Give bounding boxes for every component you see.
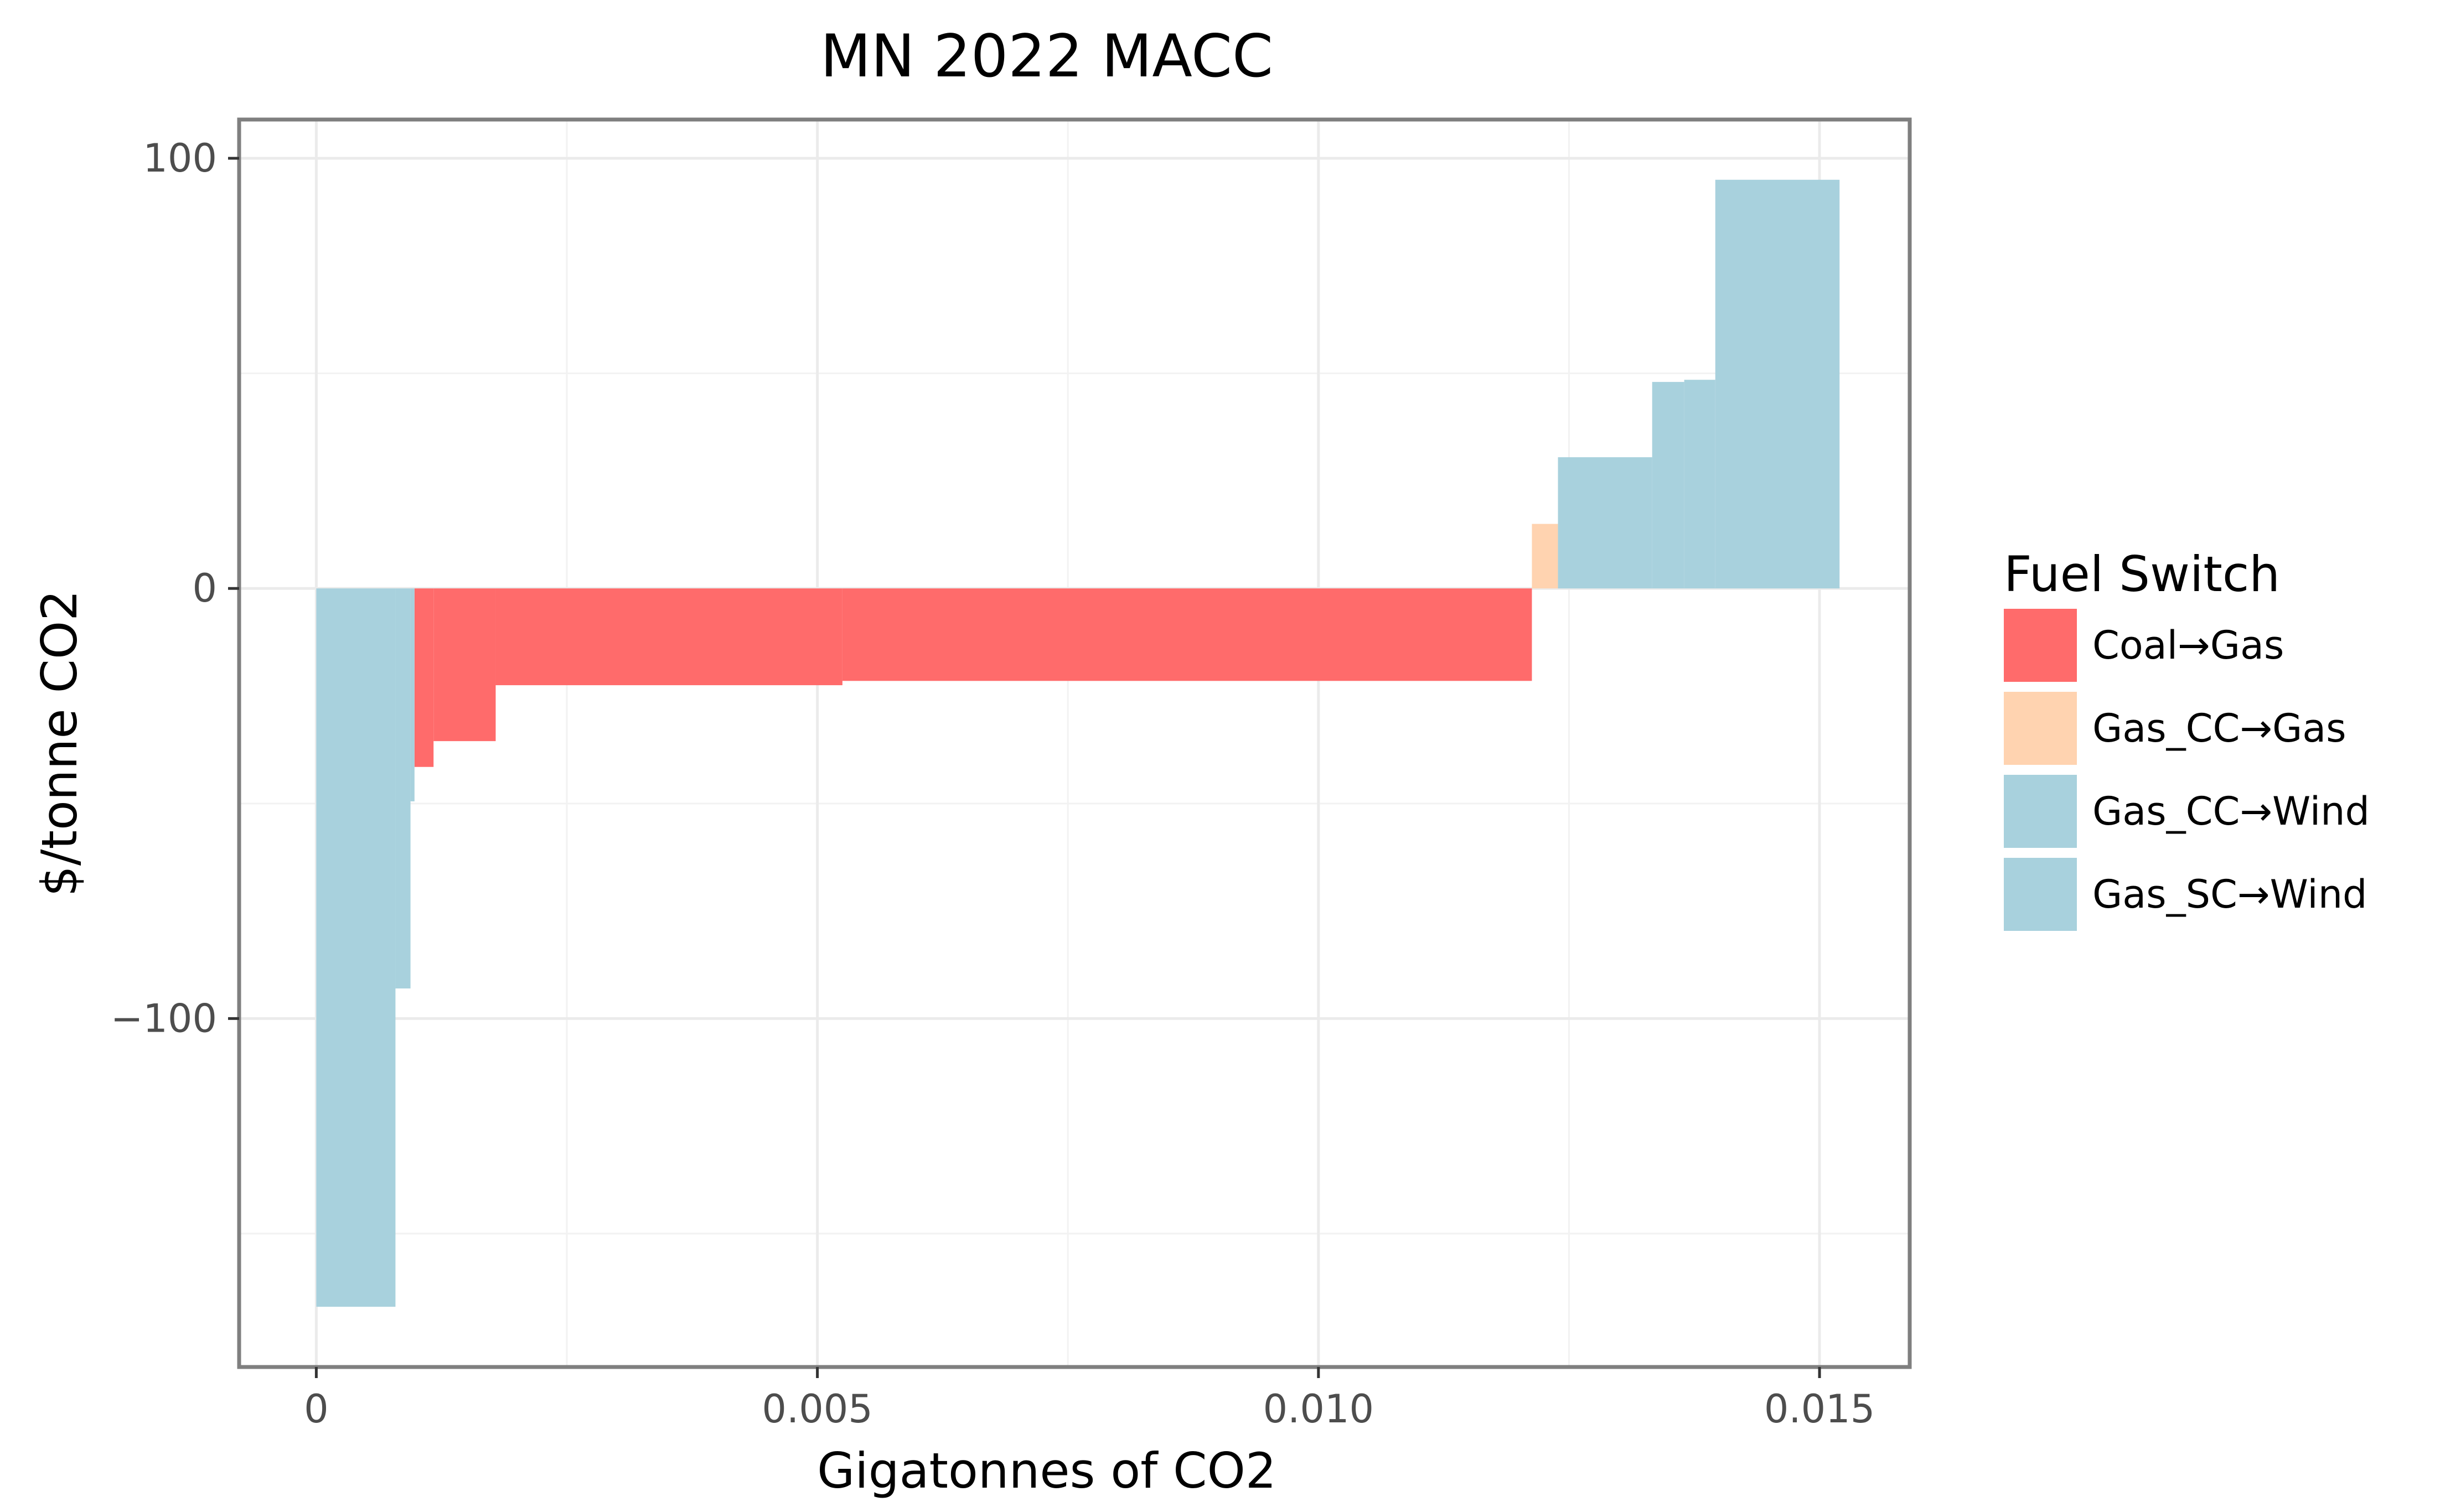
legend-title: Fuel Switch: [2004, 546, 2280, 603]
y-axis: −100 0 100: [111, 136, 239, 1041]
x-tick-label: 0.010: [1263, 1386, 1374, 1432]
panel-border: [237, 117, 1912, 1369]
x-axis: 0 0.005 0.010 0.015: [304, 1367, 1875, 1432]
legend-label: Gas_CC→Wind: [2092, 789, 2370, 834]
bar: [1684, 380, 1715, 589]
bars: [316, 179, 1840, 1307]
bar: [1558, 457, 1652, 589]
bar: [495, 588, 842, 686]
x-tick-label: 0: [304, 1386, 329, 1432]
legend-label: Coal→Gas: [2092, 623, 2284, 668]
bar: [410, 588, 415, 801]
chart-title: MN 2022 MACC: [820, 22, 1273, 90]
legend: Fuel Switch Coal→Gas Gas_CC→Gas Gas_CC→Win…: [2004, 546, 2370, 931]
grid-lines: [239, 120, 1910, 1367]
bar: [433, 588, 496, 742]
bar: [1715, 179, 1840, 589]
y-axis-title: $/tonne CO2: [31, 590, 88, 897]
bar: [1652, 382, 1684, 589]
x-axis-title: Gigatonnes of CO2: [817, 1442, 1276, 1499]
bar: [1532, 524, 1558, 589]
legend-swatch: [2004, 609, 2077, 682]
x-tick-label: 0.005: [762, 1386, 872, 1432]
bar: [316, 588, 396, 1307]
bar: [395, 588, 411, 989]
legend-swatch: [2004, 692, 2077, 765]
bar: [842, 588, 1532, 681]
y-tick-label: 0: [192, 566, 217, 611]
legend-label: Gas_CC→Gas: [2092, 706, 2346, 751]
y-tick-label: −100: [111, 996, 217, 1041]
legend-swatch: [2004, 858, 2077, 931]
legend-label: Gas_SC→Wind: [2092, 872, 2367, 917]
x-tick-label: 0.015: [1764, 1386, 1875, 1432]
y-tick-label: 100: [143, 136, 217, 181]
legend-swatch: [2004, 775, 2077, 848]
bar: [414, 588, 434, 767]
